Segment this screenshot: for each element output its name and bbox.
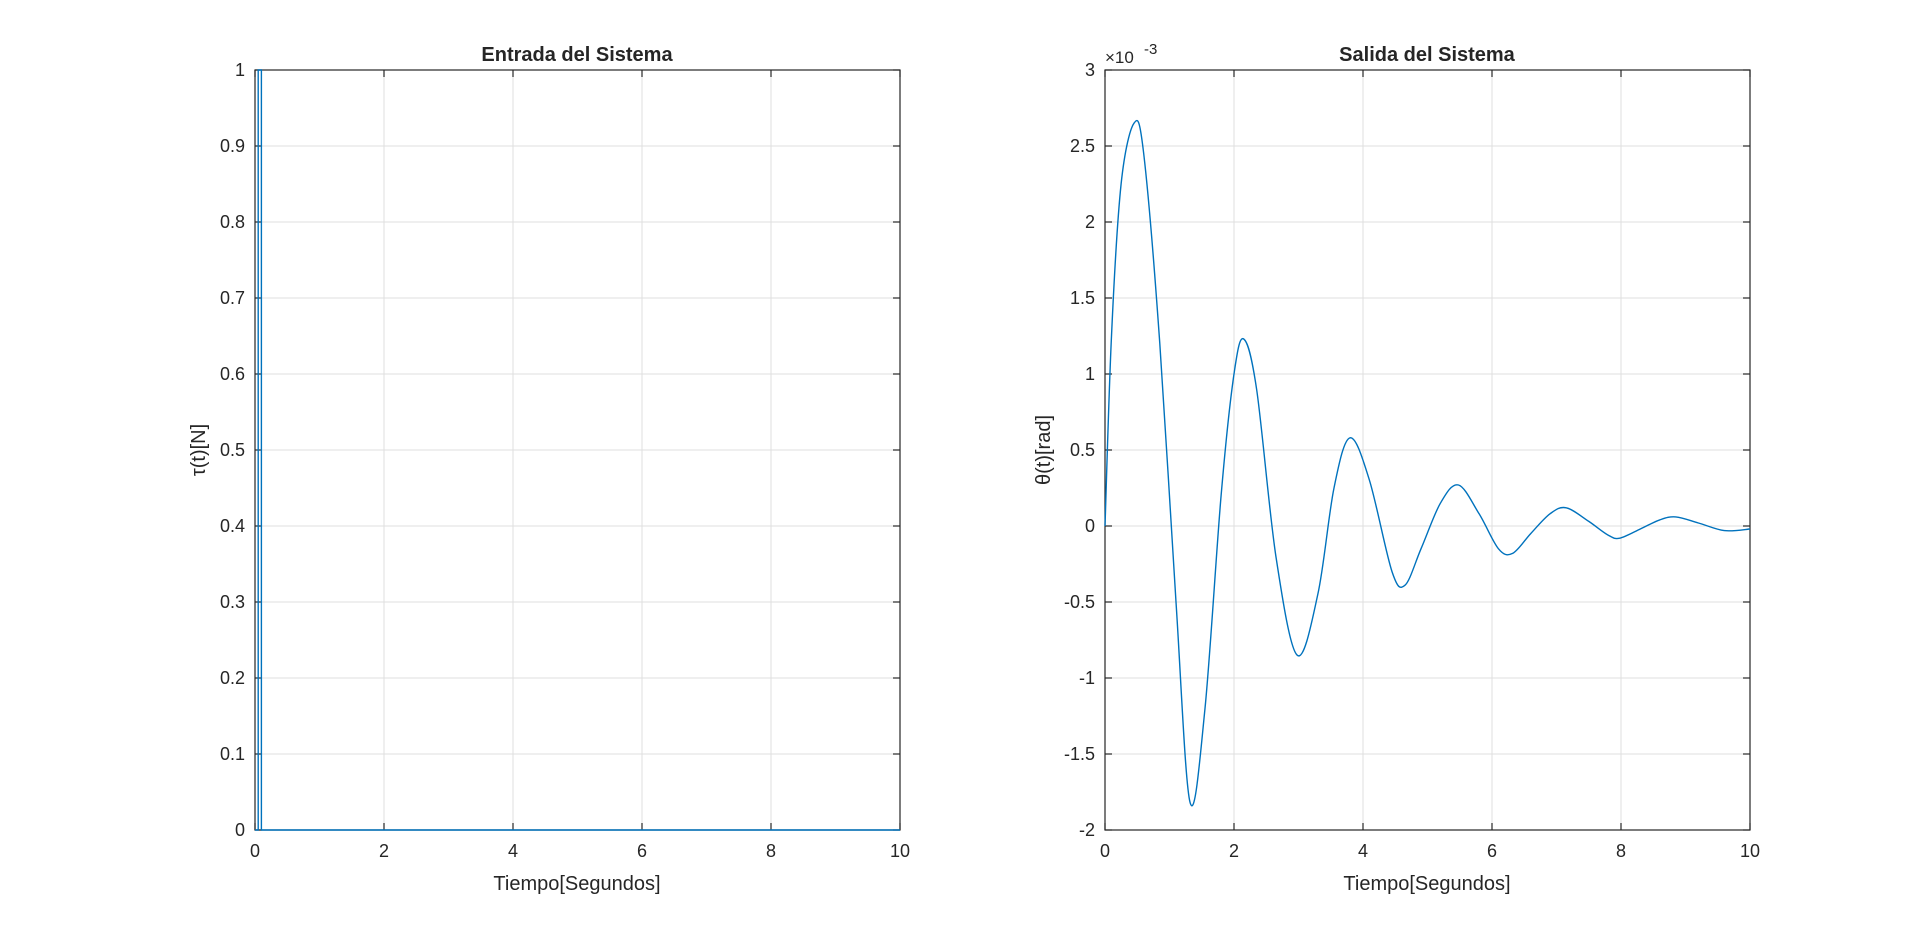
input-y-tick-label: 0.3	[220, 592, 245, 612]
output-x-tick-label: 10	[1740, 841, 1760, 861]
input-y-tick-label: 0	[235, 820, 245, 840]
input-ticks: 0 2 4 6 8 10 0 0.1 0.2 0.3 0.4 0.5 0.6 0.7 0.8 0.9 1	[220, 60, 910, 861]
input-x-axis-label: Tiempo[Segundos]	[493, 873, 660, 895]
output-x-tick-label: 2	[1229, 841, 1239, 861]
output-y-tick-label: 2.5	[1070, 136, 1095, 156]
output-x-tick-label: 6	[1487, 841, 1497, 861]
input-x-tick-label: 6	[637, 841, 647, 861]
output-y-tick-label: -1.5	[1064, 744, 1095, 764]
input-y-tick-label: 0.5	[220, 440, 245, 460]
output-y-tick-label: 0	[1085, 516, 1095, 536]
input-y-tick-label: 0.2	[220, 668, 245, 688]
input-x-tick-label: 8	[766, 841, 776, 861]
input-x-tick-label: 4	[508, 841, 518, 861]
input-x-tick-label: 0	[250, 841, 260, 861]
output-ticks: 0 2 4 6 8 10 -2 -1.5 -1 -0.5 0 0.5 1 1.5 2 2.5 3	[1064, 60, 1760, 861]
input-x-tick-label: 10	[890, 841, 910, 861]
output-axes[interactable]: 0 2 4 6 8 10 -2 -1.5 -1 -0.5 0 0.5 1 1.5 2 2.5 3 Salida …	[1033, 41, 1760, 895]
input-x-tick-label: 2	[379, 841, 389, 861]
output-y-tick-label: 0.5	[1070, 440, 1095, 460]
input-y-axis-label: τ(t)[N]	[188, 424, 210, 476]
input-axes[interactable]: 0 2 4 6 8 10 0 0.1 0.2 0.3 0.4 0.5 0.6 0.7 0.8 0.9 1 Ent…	[188, 44, 910, 895]
input-y-tick-label: 0.7	[220, 288, 245, 308]
output-y-tick-label: -2	[1079, 820, 1095, 840]
input-y-tick-label: 1	[235, 60, 245, 80]
input-y-tick-label: 0.4	[220, 516, 245, 536]
output-y-tick-label: -1	[1079, 668, 1095, 688]
output-x-tick-label: 8	[1616, 841, 1626, 861]
output-y-tick-label: 3	[1085, 60, 1095, 80]
output-y-tick-label: 1.5	[1070, 288, 1095, 308]
input-series	[255, 69, 900, 831]
output-y-exponent-power: -3	[1144, 41, 1157, 58]
input-series-line	[255, 69, 900, 831]
input-y-tick-label: 0.6	[220, 364, 245, 384]
output-x-tick-label: 4	[1358, 841, 1368, 861]
output-y-exponent-base: ×10	[1105, 48, 1134, 67]
input-y-tick-label: 0.9	[220, 136, 245, 156]
output-series	[1104, 119, 1751, 807]
input-chart-title: Entrada del Sistema	[481, 44, 673, 66]
output-x-axis-label: Tiempo[Segundos]	[1343, 873, 1510, 895]
output-chart-title: Salida del Sistema	[1339, 44, 1516, 66]
output-series-line	[1104, 119, 1751, 807]
output-y-axis-label: θ(t)[rad]	[1033, 415, 1055, 485]
input-y-tick-label: 0.8	[220, 212, 245, 232]
output-y-tick-label: -0.5	[1064, 592, 1095, 612]
output-x-tick-label: 0	[1100, 841, 1110, 861]
output-y-tick-label: 2	[1085, 212, 1095, 232]
input-y-tick-label: 0.1	[220, 744, 245, 764]
output-y-tick-label: 1	[1085, 364, 1095, 384]
